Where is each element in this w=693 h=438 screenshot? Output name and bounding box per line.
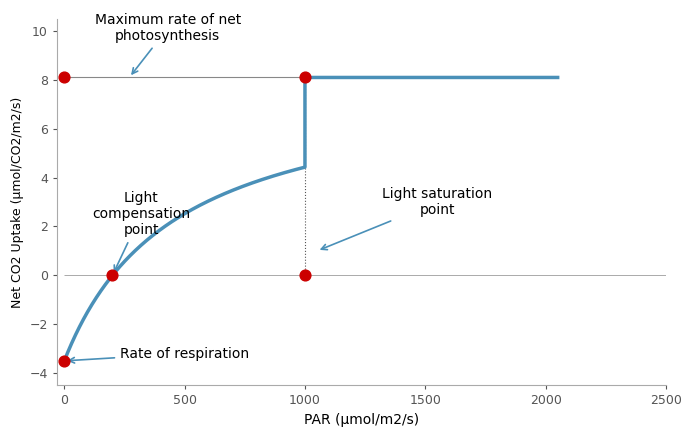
Text: Light
compensation
point: Light compensation point	[92, 191, 191, 271]
Text: Rate of respiration: Rate of respiration	[69, 346, 249, 363]
Text: Maximum rate of net
photosynthesis: Maximum rate of net photosynthesis	[95, 13, 241, 74]
Text: Light saturation
point: Light saturation point	[322, 187, 493, 250]
Point	[107, 272, 118, 279]
Point	[299, 272, 310, 279]
Point	[59, 357, 70, 364]
X-axis label: PAR (μmol/m2/s): PAR (μmol/m2/s)	[304, 413, 419, 427]
Point	[59, 74, 70, 81]
Y-axis label: Net CO2 Uptake (μmol/CO2/m2/s): Net CO2 Uptake (μmol/CO2/m2/s)	[11, 96, 24, 307]
Point	[299, 74, 310, 81]
